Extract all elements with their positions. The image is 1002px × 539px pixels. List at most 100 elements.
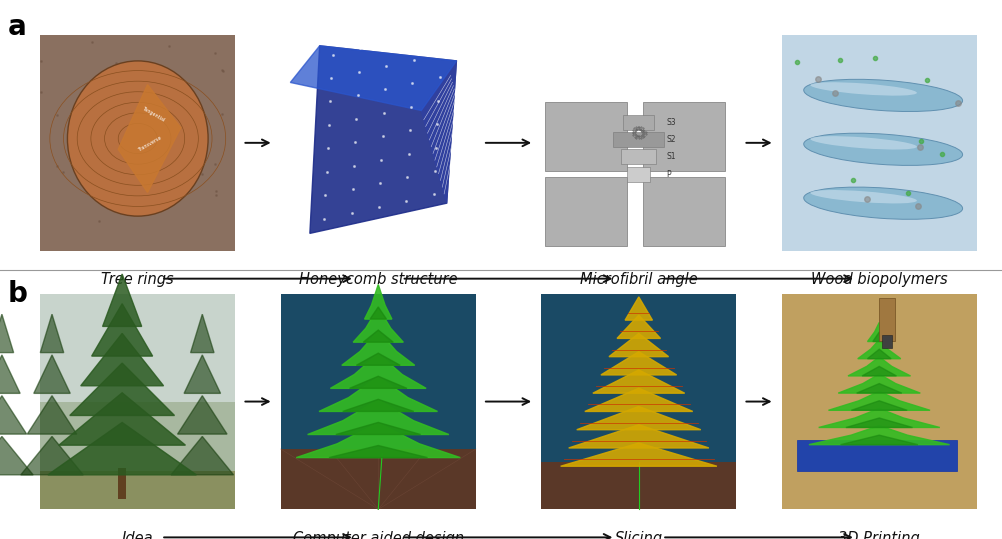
Polygon shape [353, 308, 404, 342]
Text: Computer aided design: Computer aided design [293, 531, 464, 539]
Ellipse shape [811, 136, 917, 149]
Bar [621, 149, 656, 164]
Polygon shape [184, 355, 220, 393]
Ellipse shape [67, 61, 208, 216]
Text: Honeycomb structure: Honeycomb structure [299, 272, 458, 287]
Polygon shape [48, 423, 196, 475]
Text: Transverse: Transverse [137, 135, 162, 153]
Polygon shape [297, 423, 460, 458]
Text: S2: S2 [666, 135, 675, 144]
Polygon shape [617, 315, 660, 338]
Polygon shape [868, 349, 891, 359]
Ellipse shape [804, 79, 963, 112]
Polygon shape [81, 334, 163, 386]
Bar [642, 102, 724, 171]
Polygon shape [319, 377, 438, 411]
Bar [281, 35, 476, 251]
Polygon shape [331, 354, 426, 389]
Text: b: b [8, 280, 28, 308]
Ellipse shape [811, 190, 917, 203]
Text: Tangential: Tangential [141, 105, 165, 122]
Polygon shape [342, 330, 415, 365]
Polygon shape [852, 401, 907, 410]
Polygon shape [357, 353, 400, 365]
Text: Tree rings: Tree rings [101, 272, 174, 287]
Bar [541, 35, 736, 251]
Polygon shape [329, 446, 428, 458]
Polygon shape [363, 330, 394, 342]
Polygon shape [809, 426, 950, 445]
Polygon shape [190, 314, 214, 353]
Polygon shape [21, 437, 83, 475]
Polygon shape [350, 376, 407, 389]
Polygon shape [310, 46, 456, 233]
Bar [40, 294, 235, 402]
Text: a: a [8, 13, 27, 42]
Polygon shape [171, 437, 233, 475]
Text: Microfibril angle: Microfibril angle [580, 272, 697, 287]
Bar [642, 177, 724, 246]
Bar [880, 298, 895, 341]
Ellipse shape [804, 187, 963, 219]
Polygon shape [625, 297, 652, 320]
Polygon shape [585, 388, 692, 411]
Polygon shape [70, 363, 174, 416]
Polygon shape [873, 332, 886, 342]
Polygon shape [839, 374, 920, 393]
Polygon shape [59, 393, 185, 445]
Text: Slicing: Slicing [614, 531, 663, 539]
Polygon shape [118, 85, 180, 192]
Polygon shape [365, 285, 392, 319]
Bar [40, 294, 235, 509]
Polygon shape [858, 340, 901, 359]
Bar [118, 468, 126, 499]
Polygon shape [868, 322, 891, 342]
Bar [782, 294, 977, 509]
Polygon shape [593, 370, 684, 393]
Polygon shape [336, 423, 421, 434]
Polygon shape [91, 303, 152, 356]
Bar [281, 449, 476, 509]
Bar [40, 471, 235, 509]
Polygon shape [0, 355, 20, 393]
Polygon shape [601, 351, 676, 375]
Bar [281, 294, 476, 509]
Polygon shape [609, 334, 668, 357]
Bar [623, 115, 654, 130]
Polygon shape [34, 355, 70, 393]
Polygon shape [819, 409, 940, 427]
Polygon shape [308, 400, 449, 434]
Text: 3D Printing: 3D Printing [839, 531, 920, 539]
Polygon shape [0, 314, 14, 353]
Polygon shape [421, 61, 456, 203]
Polygon shape [841, 435, 918, 445]
Text: S3: S3 [666, 118, 675, 127]
Polygon shape [862, 367, 897, 376]
Bar [798, 440, 958, 471]
Polygon shape [857, 384, 902, 393]
Polygon shape [177, 396, 227, 434]
Bar [627, 167, 650, 182]
Polygon shape [561, 443, 717, 466]
Bar [541, 462, 736, 509]
Bar [541, 294, 736, 509]
Polygon shape [569, 425, 708, 448]
Ellipse shape [804, 133, 963, 165]
Ellipse shape [811, 82, 917, 95]
Polygon shape [102, 274, 141, 327]
Text: Idea: Idea [122, 531, 153, 539]
Bar [545, 102, 627, 171]
Bar [40, 35, 235, 251]
Polygon shape [40, 314, 64, 353]
Polygon shape [27, 396, 77, 434]
Polygon shape [343, 399, 414, 411]
Polygon shape [370, 307, 387, 319]
Polygon shape [0, 437, 33, 475]
Bar [882, 335, 892, 348]
Text: S1: S1 [666, 153, 675, 161]
Text: Wood biopolymers: Wood biopolymers [811, 272, 948, 287]
Polygon shape [846, 418, 913, 427]
Polygon shape [291, 46, 456, 110]
Polygon shape [577, 406, 700, 430]
Text: P: P [666, 170, 670, 178]
